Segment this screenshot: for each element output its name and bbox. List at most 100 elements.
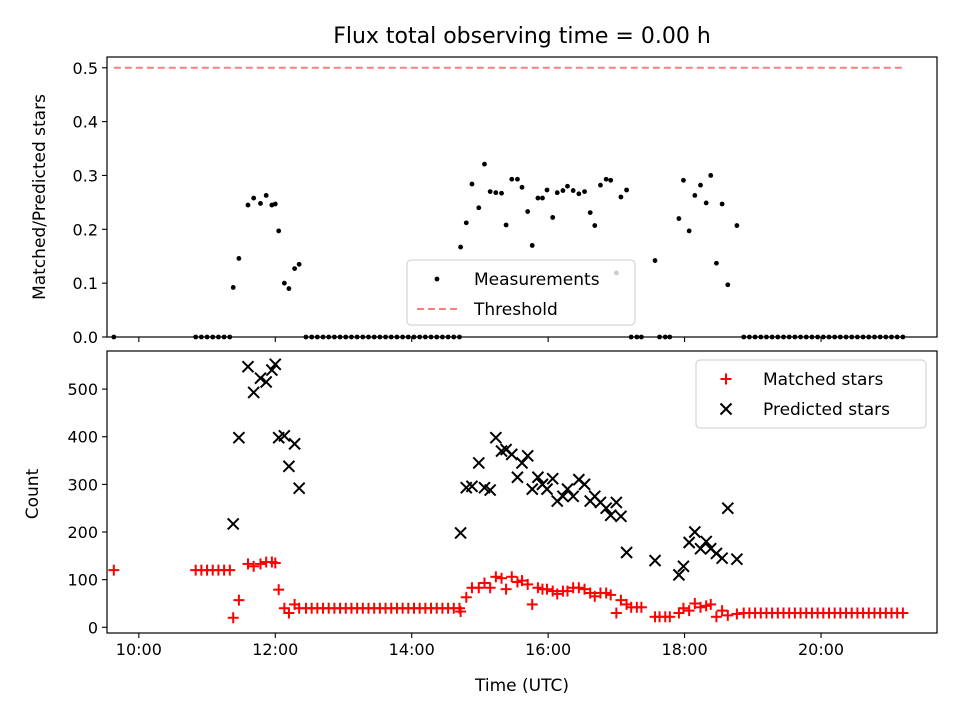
matched-stars-point <box>716 605 728 617</box>
measurement-point <box>576 191 582 197</box>
matched-stars-point <box>248 560 260 572</box>
matched-stars-point <box>695 601 707 613</box>
x-tick-label: 20:00 <box>798 640 844 659</box>
y-tick-label: 0.2 <box>73 220 98 239</box>
y-tick-label: 200 <box>67 523 98 542</box>
bottom-axes: 0 100 200 300 400 500 10:00 12:00 14:00 16:00 18:0… <box>67 380 844 659</box>
predicted-stars-point <box>715 552 729 565</box>
matched-stars-point <box>689 597 701 609</box>
measurement-point <box>734 223 740 228</box>
matched-stars-point <box>683 605 695 617</box>
measurement-point <box>236 255 242 261</box>
predicted-stars-point <box>556 490 570 503</box>
measurement-point <box>286 286 292 291</box>
matched-stars-point <box>589 590 601 602</box>
legend-plus-marker <box>720 373 732 385</box>
matched-stars-point <box>490 571 502 583</box>
predicted-stars-point <box>561 482 574 496</box>
matched-stars-point <box>526 598 538 610</box>
top-legend: Measurements Threshold <box>406 259 636 326</box>
measurement-point <box>509 176 515 182</box>
measurement-point <box>230 285 236 290</box>
y-tick-label: 100 <box>67 571 98 590</box>
measurement-point <box>519 184 525 190</box>
predicted-stars-point <box>604 509 617 522</box>
measurement-point <box>570 188 576 193</box>
measurement-point <box>560 188 566 193</box>
matched-stars-point <box>561 585 573 597</box>
measurement-point <box>251 195 257 201</box>
measurement-point <box>598 182 603 188</box>
matched-stars-point <box>496 572 508 584</box>
predicted-stars-point <box>241 360 255 373</box>
predicted-stars-point <box>278 429 291 442</box>
legend-label: Predicted stars <box>763 400 890 420</box>
y-tick-label: 0.1 <box>73 274 98 293</box>
matched-stars-point <box>233 594 245 606</box>
predicted-stars-point <box>672 568 686 582</box>
predicted-stars-point <box>511 471 524 484</box>
legend-x-marker <box>719 402 733 416</box>
predicted-stars-point <box>614 510 628 523</box>
measurement-point <box>719 201 725 207</box>
predicted-stars-point <box>620 546 633 559</box>
predicted-stars-point <box>226 517 240 531</box>
legend-box <box>695 359 927 429</box>
predicted-stars-point <box>465 480 479 493</box>
matched-stars-point <box>473 582 485 594</box>
bottom-plot-marks <box>108 358 909 624</box>
bottom-y-axis-label: Count <box>23 468 43 519</box>
y-tick-label: 0.5 <box>73 59 98 78</box>
y-tick-label: 0.0 <box>73 328 98 347</box>
measurement-point <box>503 222 509 228</box>
matched-stars-point <box>615 594 627 606</box>
measurement-point <box>554 190 560 196</box>
measurement-point <box>544 187 550 193</box>
matched-stars-point <box>460 591 472 603</box>
x-tick-label: 16:00 <box>525 640 571 659</box>
measurement-point <box>499 190 504 196</box>
measurement-point <box>245 202 251 208</box>
matched-stars-point <box>710 611 722 623</box>
matched-stars-point <box>605 589 617 601</box>
measurement-point <box>281 280 287 286</box>
matched-stars-point <box>677 602 689 614</box>
matched-stars-point <box>269 557 281 569</box>
matched-stars-point <box>579 583 591 595</box>
measurement-point <box>476 205 482 211</box>
predicted-stars-point <box>531 471 545 484</box>
predicted-stars-point <box>599 501 613 515</box>
measurement-point <box>272 201 278 207</box>
measurement-point <box>463 220 469 226</box>
chart-title: Flux total observing time = 0.00 h <box>333 24 711 49</box>
predicted-stars-point <box>282 460 296 473</box>
matched-stars-point <box>455 606 467 618</box>
matched-stars-point <box>551 588 563 600</box>
predicted-stars-point <box>483 483 497 497</box>
top-axes: 0.0 0.1 0.2 0.3 0.4 0.5 <box>73 59 822 347</box>
top-plot-frame <box>106 56 938 338</box>
predicted-stars-point <box>472 456 486 470</box>
measurement-point <box>587 210 593 216</box>
matched-stars-point <box>506 571 518 583</box>
x-axis-label: Time (UTC) <box>474 676 569 696</box>
measurement-point <box>469 181 475 187</box>
predicted-stars-point <box>688 525 702 539</box>
legend-label: Measurements <box>474 270 600 290</box>
measurement-point <box>525 209 531 214</box>
measurement-point <box>652 258 658 263</box>
matched-stars-point <box>224 564 236 576</box>
matched-stars-point <box>897 607 909 619</box>
predicted-stars-point <box>694 542 707 555</box>
bottom-legend: Matched stars Predicted stars <box>695 359 927 429</box>
bottom-plot-frame <box>106 350 938 634</box>
predicted-stars-point <box>578 478 591 491</box>
measurement-point <box>529 243 535 248</box>
matched-stars-point <box>522 578 534 590</box>
predicted-stars-point <box>721 501 735 515</box>
top-panel: Flux total observing time = 0.00 h Match… <box>30 24 938 347</box>
measurement-point <box>618 194 624 200</box>
matched-stars-point <box>705 598 717 610</box>
measurement-point <box>725 282 731 288</box>
matched-stars-point <box>227 612 239 624</box>
